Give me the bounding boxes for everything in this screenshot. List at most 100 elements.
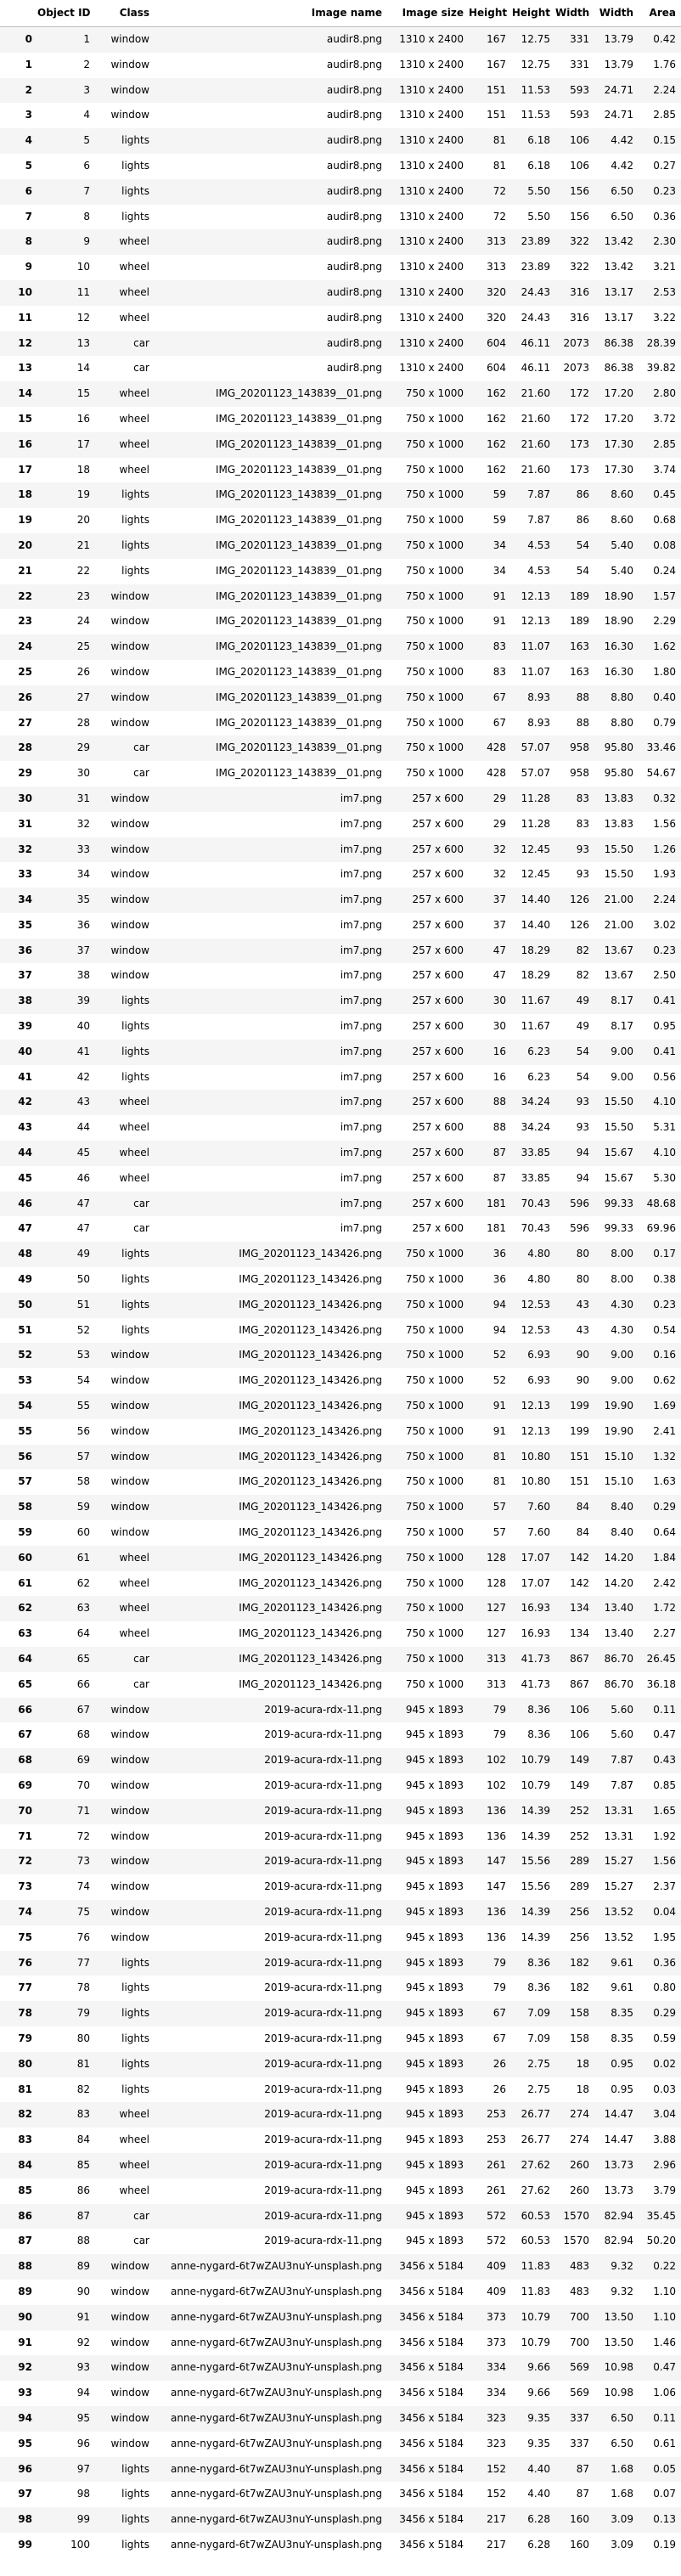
cell-image-name: IMG_20201123_143839__01.png <box>215 437 382 450</box>
cell-height-px: 320 <box>487 285 506 298</box>
cell-height-pct: 8.93 <box>527 716 550 729</box>
row-index: 76 <box>18 1956 32 1969</box>
cell-class: lights <box>121 1020 149 1033</box>
cell-width-pct: 13.31 <box>604 1829 633 1842</box>
cell-area: 0.64 <box>653 1526 676 1539</box>
cell-class: window <box>110 1501 149 1513</box>
cell-height-px: 52 <box>492 1349 506 1361</box>
cell-area: 0.32 <box>653 792 676 804</box>
cell-class: lights <box>121 184 149 197</box>
cell-object-id: 6 <box>83 159 90 172</box>
cell-image-size: 750 x 1000 <box>405 665 464 678</box>
cell-class: window <box>110 2387 149 2399</box>
cell-height-pct: 12.13 <box>521 1400 550 1412</box>
cell-width-px: 958 <box>570 741 589 754</box>
cell-image-name: audir8.png <box>326 336 382 349</box>
cell-area: 0.13 <box>653 2513 676 2526</box>
row-index: 37 <box>18 969 32 982</box>
header-index <box>0 0 37 27</box>
cell-height-pct: 60.53 <box>521 2209 550 2222</box>
cell-image-name: im7.png <box>340 969 382 982</box>
table-row: 66 67 window 2019-acura-rdx-11.png 945 x 189… <box>0 1697 681 1723</box>
cell-image-size: 257 x 600 <box>412 817 464 830</box>
table-row: 47 47 car im7.png 257 x 600 181 70.43 596 99.33 6… <box>0 1216 681 1243</box>
cell-image-size: 945 x 1893 <box>405 1905 464 1918</box>
cell-area: 48.68 <box>646 1197 676 1209</box>
cell-height-pct: 11.28 <box>521 817 550 830</box>
cell-class: window <box>110 969 149 982</box>
cell-image-size: 257 x 600 <box>412 1096 464 1108</box>
cell-height-px: 91 <box>492 1424 506 1437</box>
cell-image-size: 1310 x 2400 <box>399 33 464 45</box>
row-index: 30 <box>18 792 32 804</box>
cell-width-pct: 16.30 <box>604 640 633 653</box>
table-row: 17 18 wheel IMG_20201123_143839__01.png 750 … <box>0 457 681 483</box>
cell-image-name: IMG_20201123_143839__01.png <box>215 691 382 703</box>
row-index: 6 <box>25 184 32 197</box>
cell-height-pct: 4.53 <box>527 564 550 577</box>
cell-area: 3.02 <box>653 918 676 931</box>
cell-object-id: 95 <box>76 2411 90 2424</box>
cell-image-name: anne-nygard-6t7wZAU3nuY-unsplash.png <box>171 2285 382 2297</box>
cell-image-name: 2019-acura-rdx-11.png <box>264 1778 382 1791</box>
cell-image-name: audir8.png <box>326 134 382 147</box>
cell-object-id: 13 <box>76 336 90 349</box>
cell-width-px: 43 <box>576 1298 589 1311</box>
table-row: 26 27 window IMG_20201123_143839__01.png 750… <box>0 685 681 711</box>
cell-width-pct: 82.94 <box>604 2235 633 2247</box>
cell-image-name: IMG_20201123_143839__01.png <box>215 538 382 551</box>
cell-width-pct: 15.10 <box>604 1475 633 1488</box>
cell-image-name: IMG_20201123_143839__01.png <box>215 589 382 602</box>
cell-object-id: 89 <box>76 2260 90 2273</box>
cell-width-px: 958 <box>570 767 589 780</box>
row-index: 3 <box>25 109 32 121</box>
cell-object-id: 91 <box>76 2310 90 2323</box>
row-index: 58 <box>18 1501 32 1513</box>
table-row: 18 19 lights IMG_20201123_143839__01.png 750… <box>0 482 681 509</box>
cell-class: lights <box>121 538 149 551</box>
cell-class: car <box>133 336 149 349</box>
table-row: 82 83 wheel 2019-acura-rdx-11.png 945 x 1893… <box>0 2102 681 2128</box>
cell-height-pct: 46.11 <box>521 362 550 375</box>
cell-image-size: 1310 x 2400 <box>399 210 464 223</box>
cell-area: 1.10 <box>653 2285 676 2297</box>
cell-height-px: 181 <box>487 1197 506 1209</box>
cell-width-px: 156 <box>570 184 589 197</box>
cell-width-px: 256 <box>570 1905 589 1918</box>
cell-width-pct: 4.30 <box>611 1298 633 1311</box>
cell-area: 39.82 <box>646 362 676 375</box>
cell-height-px: 152 <box>487 2488 506 2500</box>
cell-image-size: 3456 x 5184 <box>399 2387 464 2399</box>
cell-width-px: 87 <box>576 2488 589 2500</box>
header-object-id: Object ID <box>37 0 95 27</box>
row-index: 64 <box>18 1653 32 1665</box>
cell-height-px: 81 <box>492 1450 506 1463</box>
row-index: 24 <box>18 640 32 653</box>
row-index: 25 <box>18 665 32 678</box>
table-row: 92 93 window anne-nygard-6t7wZAU3nuY-unspla… <box>0 2355 681 2382</box>
cell-class: window <box>110 2437 149 2449</box>
cell-class: wheel <box>119 2108 149 2121</box>
cell-height-pct: 23.89 <box>521 261 550 273</box>
cell-height-pct: 33.85 <box>521 1147 550 1159</box>
cell-height-pct: 14.39 <box>521 1804 550 1817</box>
cell-image-size: 750 x 1000 <box>405 589 464 602</box>
cell-area: 0.61 <box>653 2437 676 2449</box>
cell-image-size: 257 x 600 <box>412 1121 464 1134</box>
cell-height-px: 428 <box>487 767 506 780</box>
cell-width-pct: 17.20 <box>604 412 633 425</box>
cell-height-px: 37 <box>492 893 506 906</box>
row-index: 81 <box>18 2083 32 2095</box>
cell-height-pct: 15.56 <box>521 1880 550 1893</box>
cell-height-px: 34 <box>492 564 506 577</box>
cell-height-px: 102 <box>487 1754 506 1767</box>
cell-width-pct: 4.42 <box>611 159 633 172</box>
cell-width-px: 82 <box>576 969 589 982</box>
cell-image-size: 1310 x 2400 <box>399 109 464 121</box>
cell-width-px: 1570 <box>563 2235 589 2247</box>
cell-image-size: 3456 x 5184 <box>399 2285 464 2297</box>
cell-image-name: im7.png <box>340 868 382 881</box>
row-index: 67 <box>18 1728 32 1741</box>
cell-image-size: 750 x 1000 <box>405 488 464 501</box>
cell-image-name: 2019-acura-rdx-11.png <box>264 1804 382 1817</box>
